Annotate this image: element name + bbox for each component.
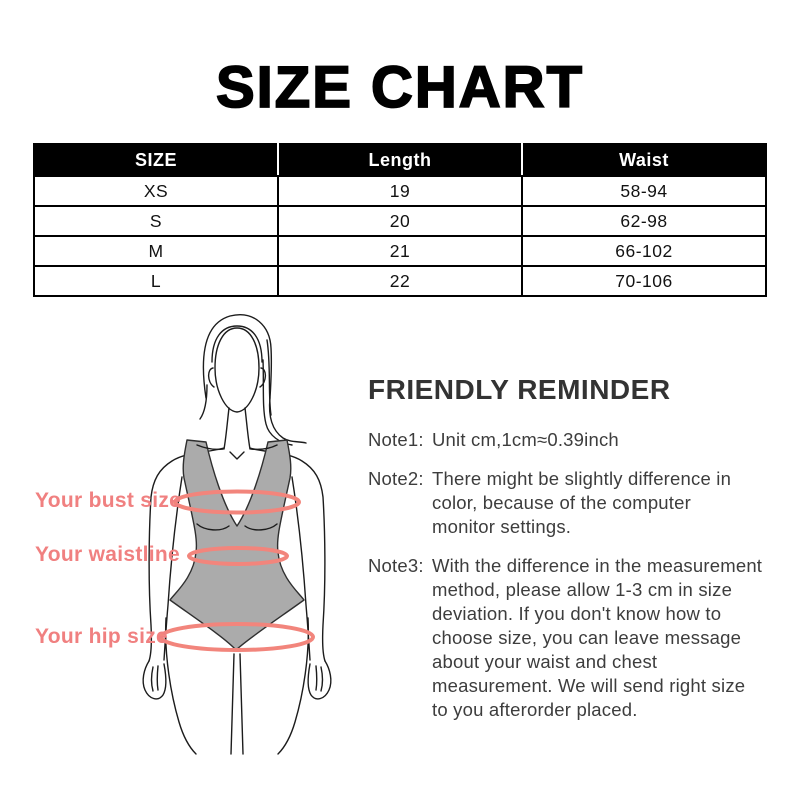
- left-hand: [142, 660, 167, 700]
- hair-strand: [266, 339, 272, 416]
- hair-strand: [211, 325, 263, 363]
- waistline-label: Your waistline: [35, 543, 181, 566]
- size-column-header: SIZE: [33, 143, 279, 177]
- waist-cell: 58-94: [521, 175, 767, 207]
- length-cell: 19: [277, 175, 523, 207]
- table-row: XS 19 58-94: [33, 175, 767, 207]
- hair-strand: [199, 384, 208, 420]
- left-hand-finger-line: [156, 665, 159, 691]
- note-line: to you afterorder placed.: [432, 699, 638, 720]
- reminder-notes: Note1: Unit cm,1cm≈0.39inch Note2: There…: [368, 428, 794, 722]
- right-ear-icon: [259, 367, 267, 388]
- length-cell: 20: [277, 205, 523, 237]
- length-cell: 21: [277, 235, 523, 267]
- neck-line: [223, 407, 230, 450]
- note-line: about your waist and chest: [432, 651, 658, 672]
- size-cell: S: [33, 205, 279, 237]
- table-row: S 20 62-98: [33, 205, 767, 237]
- size-table: SIZE Length Waist XS 19 58-94 S 20 62-98…: [33, 143, 767, 297]
- hip-measure-ellipse: [159, 622, 315, 652]
- bust-size-label: Your bust size: [35, 489, 182, 512]
- measurement-figure-illustration: [142, 314, 332, 755]
- waist-column-header: Waist: [521, 143, 767, 177]
- waist-measure-ellipse: [187, 546, 289, 566]
- right-hand: [307, 660, 332, 700]
- note-line: deviation. If you don't know how to: [432, 603, 722, 624]
- note-line: There might be slightly difference in: [432, 468, 732, 489]
- length-cell: 22: [277, 265, 523, 297]
- collarbone-line: [196, 444, 224, 451]
- hair-outline: [202, 314, 273, 399]
- neck-line: [244, 407, 251, 450]
- size-cell: XS: [33, 175, 279, 207]
- note-line: monitor settings.: [432, 516, 572, 537]
- note-3-text: With the difference in the measurement m…: [432, 554, 762, 722]
- left-leg-outline: [164, 617, 197, 755]
- left-hand-finger-line: [150, 666, 154, 692]
- reminder-heading: FRIENDLY REMINDER: [368, 374, 671, 405]
- page-title: SIZE CHART: [215, 54, 584, 121]
- left-ear-icon: [207, 367, 215, 388]
- inner-leg-line: [239, 653, 244, 755]
- size-table-header-row: SIZE Length Waist: [33, 143, 767, 177]
- collarbone-line: [250, 444, 278, 451]
- inner-leg-line: [230, 653, 235, 755]
- right-leg-outline: [277, 617, 310, 755]
- length-column-header: Length: [277, 143, 523, 177]
- bust-measure-ellipse: [173, 489, 301, 515]
- note-2: Note2: There might be slightly differenc…: [368, 467, 794, 539]
- note-1-text: Unit cm,1cm≈0.39inch: [432, 428, 619, 452]
- right-hand-finger-line: [320, 666, 324, 692]
- bodysuit-shape: [169, 439, 305, 651]
- waist-cell: 62-98: [521, 205, 767, 237]
- hip-size-label: Your hip size: [35, 625, 169, 648]
- size-cell: M: [33, 235, 279, 267]
- bust-crease-line: [196, 523, 230, 531]
- collar-notch: [229, 451, 245, 460]
- note-line: measurement. We will send right size: [432, 675, 746, 696]
- table-row: M 21 66-102: [33, 235, 767, 267]
- hair-strand: [268, 397, 307, 444]
- waist-cell: 66-102: [521, 235, 767, 267]
- note-1-label: Note1:: [368, 429, 424, 450]
- face-outline: [214, 327, 260, 413]
- note-line: color, because of the computer: [432, 492, 691, 513]
- left-arm-outline: [148, 447, 225, 662]
- note-3: Note3: With the difference in the measur…: [368, 554, 794, 722]
- bust-crease-line: [244, 523, 278, 531]
- table-row: L 22 70-106: [33, 265, 767, 297]
- note-line: Unit cm,1cm≈0.39inch: [432, 429, 619, 450]
- right-hand-finger-line: [315, 665, 318, 691]
- note-2-text: There might be slightly difference in co…: [432, 467, 731, 539]
- size-cell: L: [33, 265, 279, 297]
- note-3-label: Note3:: [368, 555, 424, 576]
- right-arm-outline: [249, 447, 326, 662]
- note-2-label: Note2:: [368, 468, 424, 489]
- waist-cell: 70-106: [521, 265, 767, 297]
- note-1: Note1: Unit cm,1cm≈0.39inch: [368, 428, 794, 452]
- note-line: method, please allow 1-3 cm in size: [432, 579, 733, 600]
- note-line: With the difference in the measurement: [432, 555, 763, 576]
- note-line: choose size, you can leave message: [432, 627, 742, 648]
